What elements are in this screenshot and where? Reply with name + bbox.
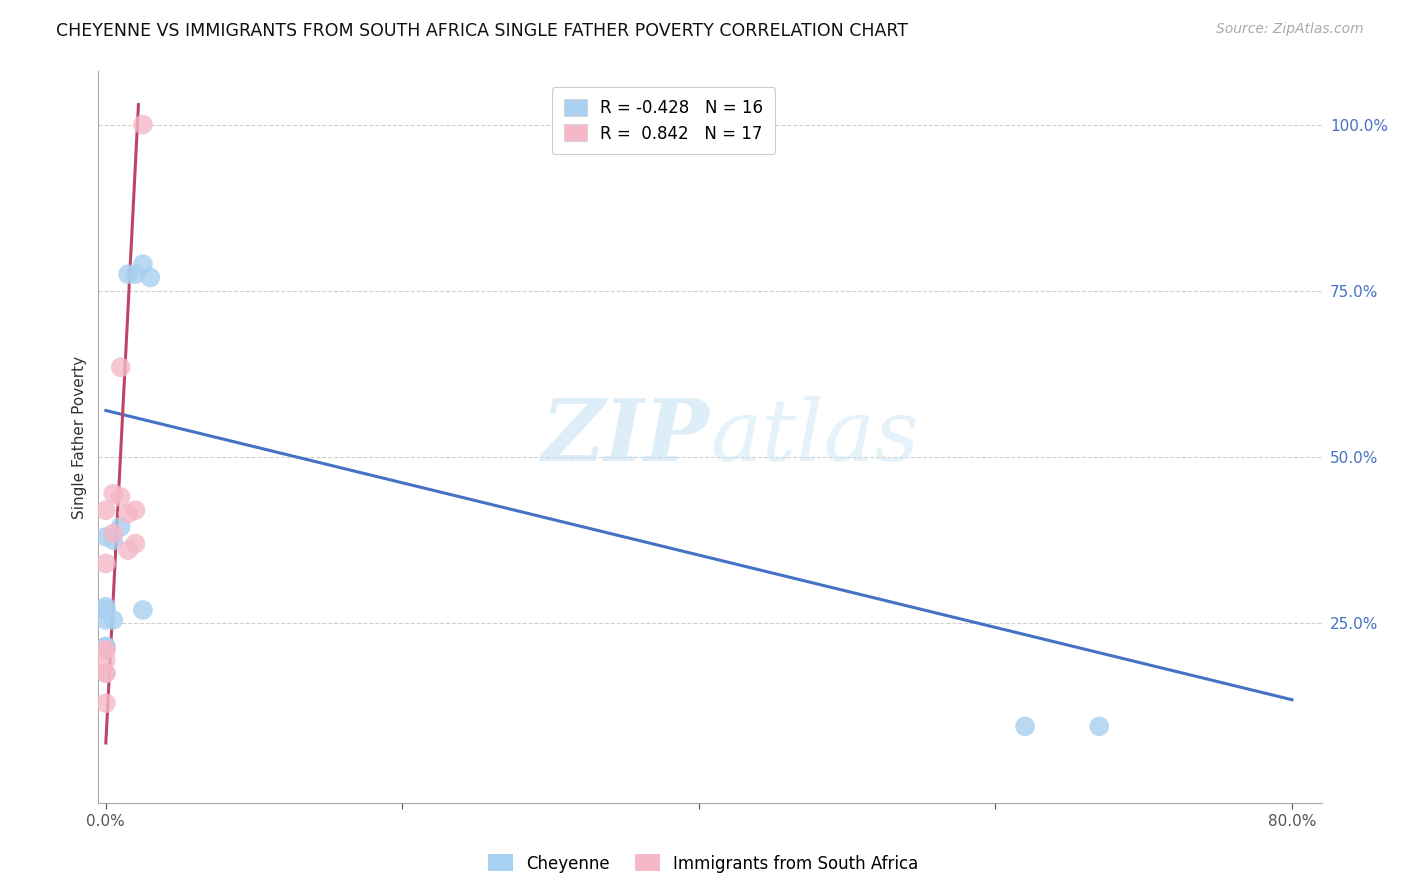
Text: ZIP: ZIP xyxy=(543,395,710,479)
Point xyxy=(94,666,117,681)
Point xyxy=(117,267,139,281)
Legend: Cheyenne, Immigrants from South Africa: Cheyenne, Immigrants from South Africa xyxy=(481,847,925,880)
Y-axis label: Single Father Poverty: Single Father Poverty xyxy=(72,356,87,518)
Point xyxy=(117,543,139,558)
Point xyxy=(94,557,117,571)
Point xyxy=(139,270,162,285)
Point xyxy=(94,643,117,657)
Point xyxy=(94,640,117,654)
Point xyxy=(103,533,125,548)
Point xyxy=(103,526,125,541)
Point xyxy=(132,603,155,617)
Point xyxy=(94,666,117,681)
Point xyxy=(94,599,117,614)
Text: atlas: atlas xyxy=(710,396,920,478)
Point xyxy=(132,257,155,271)
Point xyxy=(1014,719,1036,733)
Point xyxy=(103,613,125,627)
Text: CHEYENNE VS IMMIGRANTS FROM SOUTH AFRICA SINGLE FATHER POVERTY CORRELATION CHART: CHEYENNE VS IMMIGRANTS FROM SOUTH AFRICA… xyxy=(56,22,908,40)
Point xyxy=(110,520,132,534)
Point xyxy=(117,507,139,521)
Point xyxy=(94,643,117,657)
Point xyxy=(132,118,155,132)
Point xyxy=(94,530,117,544)
Point xyxy=(94,640,117,654)
Point xyxy=(94,653,117,667)
Point xyxy=(110,360,132,375)
Point xyxy=(1088,719,1111,733)
Point xyxy=(103,486,125,500)
Point xyxy=(110,490,132,504)
Point xyxy=(94,503,117,517)
Point xyxy=(94,613,117,627)
Point xyxy=(94,603,117,617)
Point xyxy=(124,536,146,550)
Point xyxy=(124,267,146,281)
Legend: R = -0.428   N = 16, R =  0.842   N = 17: R = -0.428 N = 16, R = 0.842 N = 17 xyxy=(553,87,775,154)
Point xyxy=(94,696,117,710)
Text: Source: ZipAtlas.com: Source: ZipAtlas.com xyxy=(1216,22,1364,37)
Point xyxy=(124,503,146,517)
